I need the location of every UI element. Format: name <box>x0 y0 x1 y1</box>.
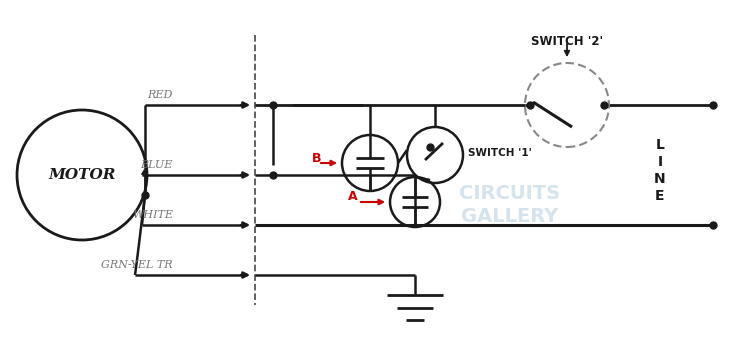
Text: B: B <box>312 152 322 164</box>
Text: BLUE: BLUE <box>141 160 173 170</box>
Text: MOTOR: MOTOR <box>48 168 116 182</box>
Text: L: L <box>656 138 664 152</box>
Text: N: N <box>654 172 666 186</box>
Text: RED: RED <box>148 90 173 100</box>
Text: SWITCH '2': SWITCH '2' <box>531 35 603 48</box>
Text: SWITCH '1': SWITCH '1' <box>468 148 532 158</box>
Text: GRN-YEL TR: GRN-YEL TR <box>101 260 173 270</box>
Text: E: E <box>656 189 664 203</box>
Text: I: I <box>658 155 662 169</box>
Text: CIRCUITS
GALLERY: CIRCUITS GALLERY <box>460 184 560 226</box>
Text: A: A <box>348 190 358 203</box>
Text: WHITE: WHITE <box>132 210 173 220</box>
